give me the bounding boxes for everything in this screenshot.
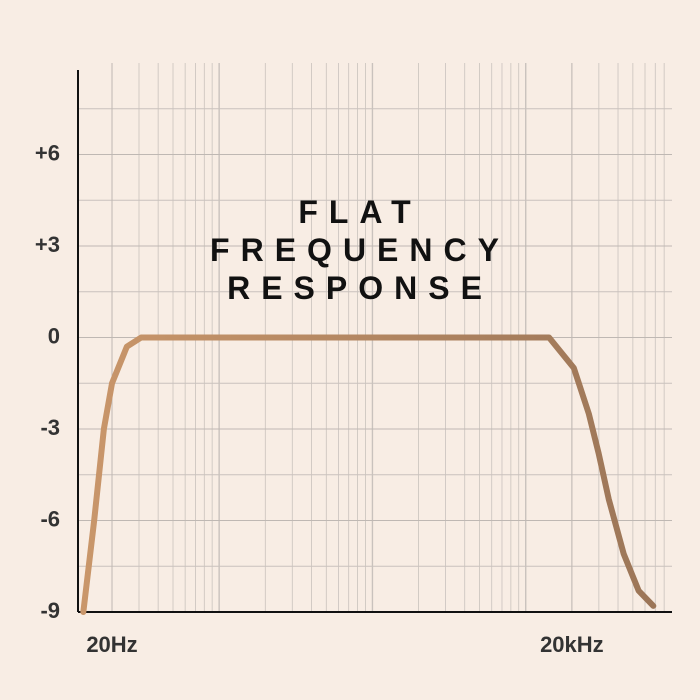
- response-line: [80, 334, 657, 615]
- y-tick-label: +3: [35, 232, 60, 257]
- x-tick-label: 20kHz: [540, 632, 604, 657]
- chart-title: FLAT FREQUENCY RESPONSE: [210, 194, 510, 306]
- plot: +6 +3 0 -3 -6 -9 20Hz 20kHz: [35, 70, 672, 657]
- y-tick-label: -3: [40, 415, 60, 440]
- y-tick-label: -6: [40, 506, 60, 531]
- y-tick-label: -9: [40, 598, 60, 623]
- y-tick-label: 0: [48, 323, 60, 348]
- y-tick-label: +6: [35, 140, 60, 165]
- x-tick-label: 20Hz: [86, 632, 137, 657]
